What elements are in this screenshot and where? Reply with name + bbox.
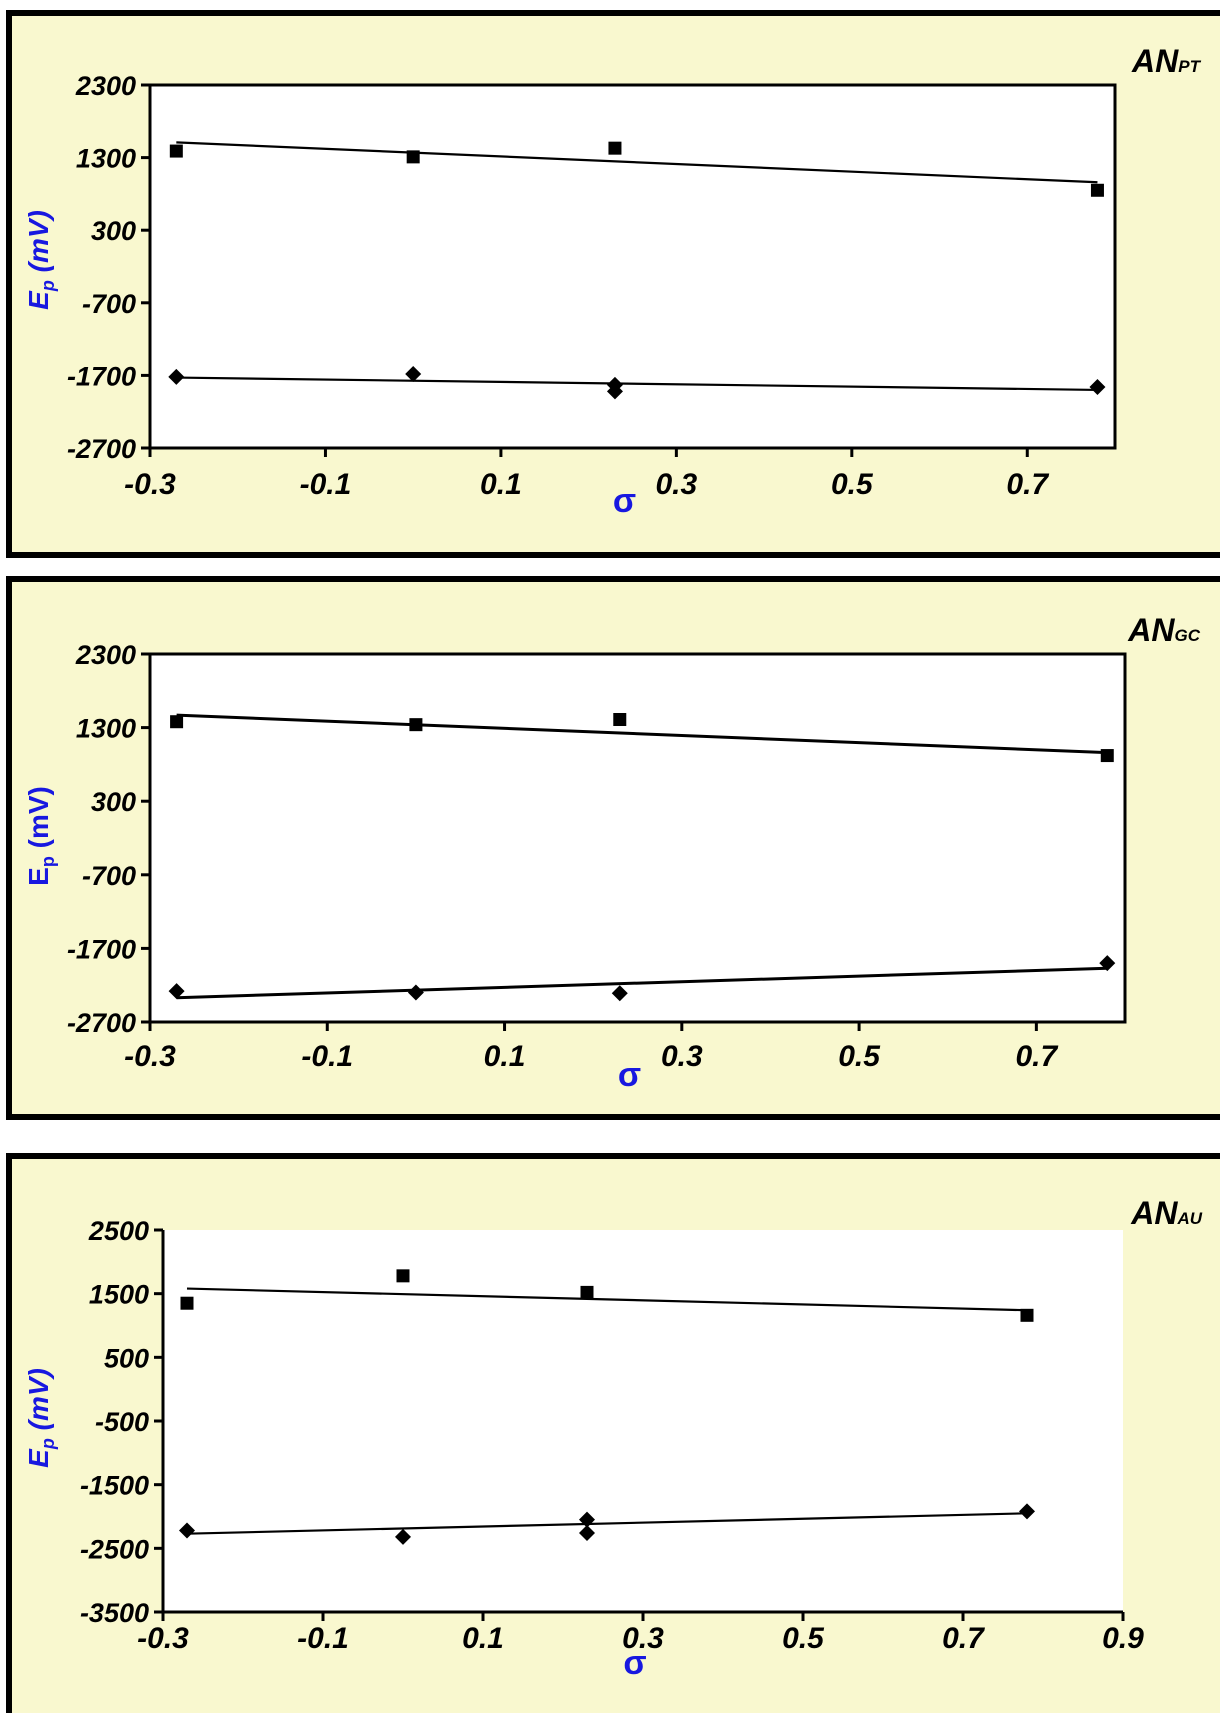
- data-point-square: [396, 1269, 410, 1283]
- x-tick-label: -0.1: [297, 1622, 349, 1655]
- y-tick-label: -3500: [80, 1598, 149, 1628]
- data-point-square: [169, 144, 183, 158]
- fit-line-square: [176, 713, 1108, 755]
- data-point-square: [180, 1296, 194, 1310]
- x-tick-label: 0.9: [1102, 1622, 1144, 1655]
- plot-area: [148, 652, 1127, 1024]
- data-point-diamond: [405, 365, 422, 382]
- y-tick-label: -2700: [67, 434, 136, 464]
- data-point-diamond: [1099, 955, 1116, 972]
- y-tick-label: -2700: [67, 1008, 136, 1038]
- x-tick-label: -0.3: [124, 1040, 176, 1073]
- fit-line-diamond: [186, 1512, 1028, 1535]
- y-axis-label: Ep (mV): [23, 210, 58, 310]
- y-tick-label: -500: [95, 1407, 149, 1437]
- y-tick-label: -700: [82, 861, 136, 891]
- data-point-diamond: [579, 1525, 595, 1542]
- y-tick-label: -2500: [80, 1534, 149, 1564]
- fit-line-diamond: [176, 966, 1108, 1000]
- panel-title: ANGC: [1127, 612, 1200, 648]
- data-point-square: [409, 718, 423, 732]
- data-point-diamond: [1089, 379, 1106, 396]
- data-point-square: [613, 713, 627, 727]
- y-tick-label: 2300: [75, 71, 136, 101]
- x-tick-label: -0.3: [124, 468, 176, 501]
- y-tick-label: -1700: [67, 934, 136, 964]
- y-tick-label: 2300: [75, 640, 136, 670]
- x-tick-label: -0.3: [137, 1622, 189, 1655]
- x-axis-label: σ: [613, 482, 636, 520]
- y-tick-label: 300: [91, 216, 136, 246]
- x-tick-label: 0.3: [656, 468, 698, 501]
- x-tick-label: 0.5: [838, 1040, 881, 1073]
- panel-title: ANAU: [1130, 1195, 1202, 1231]
- x-tick-label: 0.3: [622, 1622, 664, 1655]
- panel-title: ANPT: [1131, 43, 1202, 79]
- y-tick-label: 1500: [89, 1280, 149, 1310]
- x-axis-label: σ: [618, 1056, 641, 1094]
- data-point-square: [1020, 1308, 1034, 1322]
- y-tick-label: 300: [91, 787, 136, 817]
- x-tick-label: 0.1: [480, 468, 522, 501]
- plot-area: [148, 83, 1117, 450]
- fit-line-square: [176, 141, 1098, 184]
- y-tick-label: -1500: [80, 1471, 149, 1501]
- x-tick-label: 0.5: [782, 1622, 825, 1655]
- chart-0: 2300 1300 300 -700 -1700 -2700 -0.3 -0.1 0.1 0.3 0…: [23, 43, 1202, 520]
- fit-line-diamond: [176, 376, 1098, 392]
- data-point-diamond: [395, 1528, 411, 1545]
- y-axis-label: Ep (mV): [23, 1368, 58, 1468]
- data-point-diamond: [611, 985, 628, 1002]
- data-point-square: [406, 150, 420, 164]
- data-point-diamond: [168, 983, 185, 1000]
- x-tick-label: 0.1: [462, 1622, 504, 1655]
- data-point-diamond: [606, 383, 623, 400]
- data-point-square: [1100, 749, 1114, 763]
- x-tick-label: 0.7: [1006, 468, 1049, 501]
- data-point-square: [1090, 183, 1104, 197]
- y-tick-label: 500: [104, 1343, 149, 1373]
- x-tick-label: 0.5: [831, 468, 874, 501]
- x-tick-label: 0.7: [1016, 1040, 1059, 1073]
- x-tick-label: 0.1: [484, 1040, 526, 1073]
- data-point-diamond: [407, 984, 424, 1001]
- data-point-diamond: [168, 368, 185, 385]
- fit-line-square: [186, 1287, 1028, 1312]
- y-tick-label: -1700: [67, 361, 136, 391]
- plot-area: [163, 1230, 1123, 1612]
- data-point-square: [608, 141, 622, 155]
- chart-1: 2300 1300 300 -700 -1700 -2700-0.3 -0.1 0.1 0.3 0…: [23, 612, 1201, 1094]
- y-tick-label: 1300: [76, 714, 136, 744]
- x-tick-label: -0.1: [300, 468, 352, 501]
- chart-2: 2500 1500 500 -500 -1500 -2500 -3500-0.3 -0.1 0.…: [23, 1195, 1203, 1682]
- data-point-square: [170, 715, 184, 729]
- x-tick-label: 0.7: [942, 1622, 985, 1655]
- data-point-square: [580, 1285, 594, 1299]
- x-axis-label: σ: [623, 1644, 646, 1682]
- y-tick-label: -700: [82, 289, 136, 319]
- y-tick-label: 1300: [76, 144, 136, 174]
- data-point-diamond: [179, 1522, 195, 1539]
- x-tick-label: -0.1: [301, 1040, 353, 1073]
- data-point-diamond: [1019, 1503, 1035, 1520]
- x-tick-label: 0.3: [661, 1040, 703, 1073]
- y-axis-label: Ep (mV): [23, 786, 58, 886]
- data-point-diamond: [579, 1511, 595, 1528]
- y-tick-label: 2500: [88, 1216, 149, 1246]
